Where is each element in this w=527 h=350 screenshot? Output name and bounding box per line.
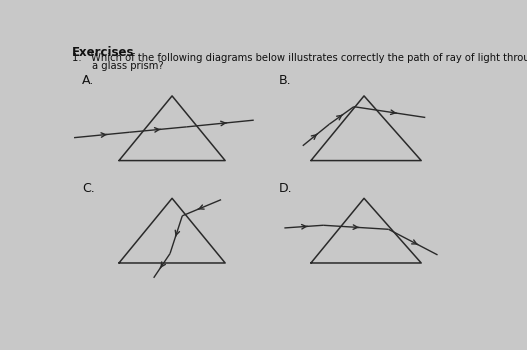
Text: 1.   Which of the following diagrams below illustrates correctly the path of ray: 1. Which of the following diagrams below… [72, 53, 527, 63]
Text: Exercises: Exercises [72, 46, 134, 59]
Text: a glass prism?: a glass prism? [92, 61, 164, 71]
Text: C.: C. [82, 182, 95, 195]
Text: D.: D. [278, 182, 292, 195]
Text: B.: B. [278, 74, 291, 88]
Text: A.: A. [82, 74, 94, 88]
